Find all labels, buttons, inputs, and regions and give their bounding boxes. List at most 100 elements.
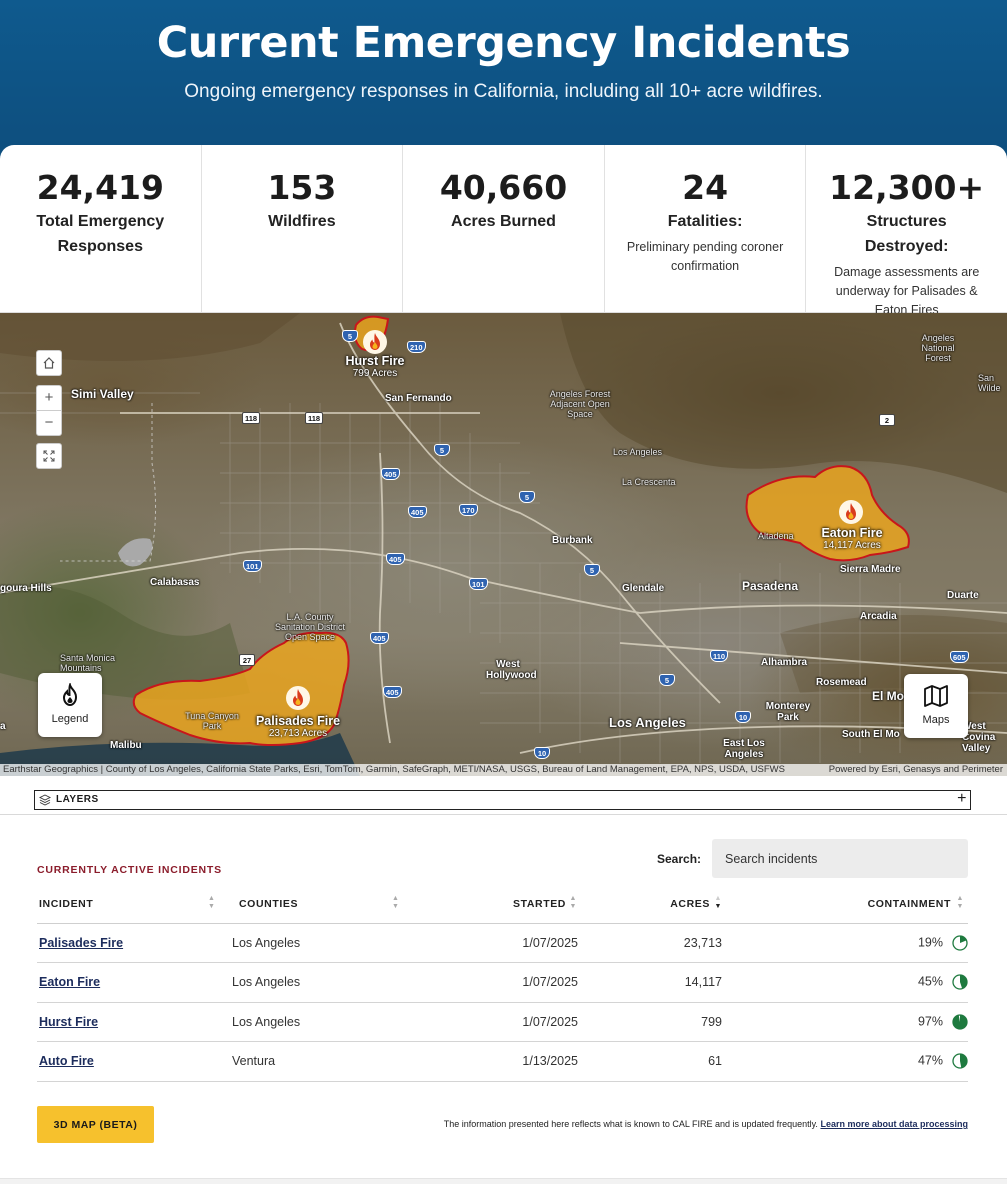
flame-icon bbox=[38, 681, 102, 707]
map-icon bbox=[904, 684, 968, 708]
stat-label: Structures Destroyed: bbox=[864, 213, 949, 255]
containment-pie-icon bbox=[952, 1053, 968, 1069]
column-header-containment[interactable]: CONTAINMENT ▲ ▼ bbox=[722, 885, 968, 924]
layers-toggle[interactable]: LAYERS + bbox=[34, 790, 971, 810]
place-label: West Hollywood bbox=[486, 659, 537, 681]
page-subtitle: Ongoing emergency responses in Californi… bbox=[184, 81, 823, 102]
freeway-shield: 118 bbox=[305, 412, 324, 424]
stat-structures-destroyed: 12,300+ Structures Destroyed: Damage ass… bbox=[806, 145, 1007, 317]
stat-wildfires: 153 Wildfires bbox=[202, 145, 404, 312]
freeway-shield: 405 bbox=[408, 506, 427, 518]
place-label: Los Angeles bbox=[609, 715, 686, 730]
county-cell: Los Angeles bbox=[232, 962, 458, 1003]
zoom-out-button[interactable]: − bbox=[36, 410, 62, 436]
acres-cell: 61 bbox=[578, 1041, 722, 1082]
place-label: La Crescenta bbox=[622, 477, 676, 487]
incident-name-cell: Eaton Fire bbox=[37, 962, 232, 1003]
zoom-in-button[interactable]: + bbox=[36, 385, 62, 411]
fullscreen-button[interactable] bbox=[36, 443, 62, 469]
containment-pie-icon bbox=[952, 1014, 968, 1030]
place-label: Malibu bbox=[110, 740, 142, 751]
fire-icon[interactable] bbox=[363, 330, 387, 354]
fire-map-label-eaton[interactable]: Eaton Fire 14,117 Acres bbox=[821, 526, 883, 551]
fire-map-label-hurst[interactable]: Hurst Fire 799 Acres bbox=[345, 354, 405, 379]
legend-label: Legend bbox=[51, 713, 89, 725]
stat-label: Total Emergency Responses bbox=[36, 213, 165, 255]
freeway-shield: 101 bbox=[469, 578, 488, 590]
legend-button[interactable]: Legend bbox=[38, 673, 102, 737]
home-button[interactable] bbox=[36, 350, 62, 376]
layers-icon bbox=[39, 794, 51, 806]
place-label: West Covina Valley bbox=[962, 721, 996, 754]
3d-map-button[interactable]: 3D MAP (BETA) bbox=[37, 1106, 154, 1143]
incident-link[interactable]: Palisades Fire bbox=[39, 935, 124, 950]
freeway-shield: 405 bbox=[383, 686, 402, 698]
freeway-shield: 170 bbox=[459, 504, 478, 516]
maps-button[interactable]: Maps bbox=[904, 674, 968, 738]
place-label: East Los Angeles bbox=[723, 738, 765, 760]
containment-cell: 19% bbox=[722, 923, 968, 963]
stat-label: Acres Burned bbox=[451, 213, 556, 230]
started-cell: 1/07/2025 bbox=[458, 1002, 578, 1042]
place-label: El Mo bbox=[872, 689, 904, 703]
incident-name-cell: Hurst Fire bbox=[37, 1002, 232, 1042]
place-label: Alhambra bbox=[761, 657, 808, 668]
expand-plus-icon: + bbox=[957, 790, 967, 807]
place-label: a bbox=[0, 721, 6, 732]
column-header-started[interactable]: STARTED ▲ ▼ bbox=[458, 885, 578, 924]
search-input[interactable] bbox=[712, 839, 968, 878]
section-title: CURRENTLY ACTIVE INCIDENTS bbox=[37, 864, 222, 876]
fire-icon[interactable] bbox=[286, 686, 310, 710]
fire-icon[interactable] bbox=[839, 500, 863, 524]
stat-total-responses: 24,419 Total Emergency Responses bbox=[0, 145, 202, 312]
place-label: Glendale bbox=[622, 583, 665, 594]
stat-note: Preliminary pending coroner confirmation bbox=[626, 240, 784, 273]
started-cell: 1/13/2025 bbox=[458, 1041, 578, 1082]
sort-icon: ▲ ▼ bbox=[392, 895, 400, 910]
page-bottom-edge bbox=[0, 1178, 1007, 1184]
place-label: Monterey Park bbox=[765, 701, 811, 723]
place-label: L.A. County Sanitation District Open Spa… bbox=[274, 612, 346, 642]
map-basemap bbox=[0, 313, 1007, 776]
table-row: Hurst Fire Los Angeles 1/07/2025 799 97% bbox=[37, 1002, 968, 1042]
incident-link[interactable]: Eaton Fire bbox=[39, 975, 101, 990]
incident-name-cell: Palisades Fire bbox=[37, 923, 232, 963]
place-label: Angeles National Forest bbox=[921, 333, 955, 363]
incident-link[interactable]: Hurst Fire bbox=[39, 1014, 99, 1029]
stat-fatalities: 24 Fatalities: Preliminary pending coron… bbox=[605, 145, 807, 312]
column-header-incident[interactable]: INCIDENT ▲ ▼ bbox=[37, 885, 232, 924]
place-label: Rosemead bbox=[816, 677, 867, 688]
column-header-counties[interactable]: COUNTIES ▲ ▼ bbox=[232, 885, 458, 924]
containment-pie-icon bbox=[952, 935, 968, 951]
place-label: Pasadena bbox=[742, 579, 799, 593]
county-cell: Ventura bbox=[232, 1041, 458, 1082]
incidents-table: INCIDENT ▲ ▼ COUNTIES ▲ ▼ STARTED ▲ ▼ ACRES… bbox=[37, 885, 968, 1082]
incident-link[interactable]: Auto Fire bbox=[39, 1054, 94, 1069]
freeway-shield: 118 bbox=[242, 412, 261, 424]
stat-note: Damage assessments are underway for Pali… bbox=[834, 265, 980, 317]
place-label: Los Angeles bbox=[613, 447, 663, 457]
sort-icon: ▲ ▼ bbox=[208, 895, 216, 910]
sort-desc-icon: ▲ ▼ bbox=[714, 895, 722, 910]
home-icon bbox=[43, 357, 55, 369]
place-label: Arcadia bbox=[860, 611, 897, 622]
place-label: Simi Valley bbox=[71, 387, 134, 401]
place-label: Angeles Forest Adjacent Open Space bbox=[549, 389, 611, 419]
column-header-acres[interactable]: ACRES ▲ ▼ bbox=[578, 885, 722, 924]
freeway-shield: 2 bbox=[879, 414, 895, 426]
stat-value: 24,419 bbox=[36, 168, 164, 207]
freeway-shield: 101 bbox=[243, 560, 262, 572]
containment-cell: 47% bbox=[722, 1041, 968, 1082]
incident-map[interactable]: 5 210 118 118 5 405 405 170 5 2 101 405 101 5 27 405 405… bbox=[0, 313, 1007, 776]
incidents-table-body: Palisades Fire Los Angeles 1/07/2025 23,… bbox=[37, 923, 968, 1082]
containment-cell: 45% bbox=[722, 962, 968, 1003]
divider bbox=[0, 814, 1007, 815]
place-label: Santa Monica Mountains bbox=[60, 653, 116, 673]
fire-map-label-palisades[interactable]: Palisades Fire 23,713 Acres bbox=[255, 714, 341, 739]
freeway-shield: 5 bbox=[659, 674, 675, 686]
stat-value: 153 bbox=[267, 168, 337, 207]
freeway-shield: 605 bbox=[950, 651, 969, 663]
data-processing-link[interactable]: Learn more about data processing bbox=[820, 1119, 968, 1129]
stat-label: Fatalities: bbox=[667, 213, 743, 230]
map-attribution: Earthstar Geographics | County of Los An… bbox=[0, 764, 1007, 776]
